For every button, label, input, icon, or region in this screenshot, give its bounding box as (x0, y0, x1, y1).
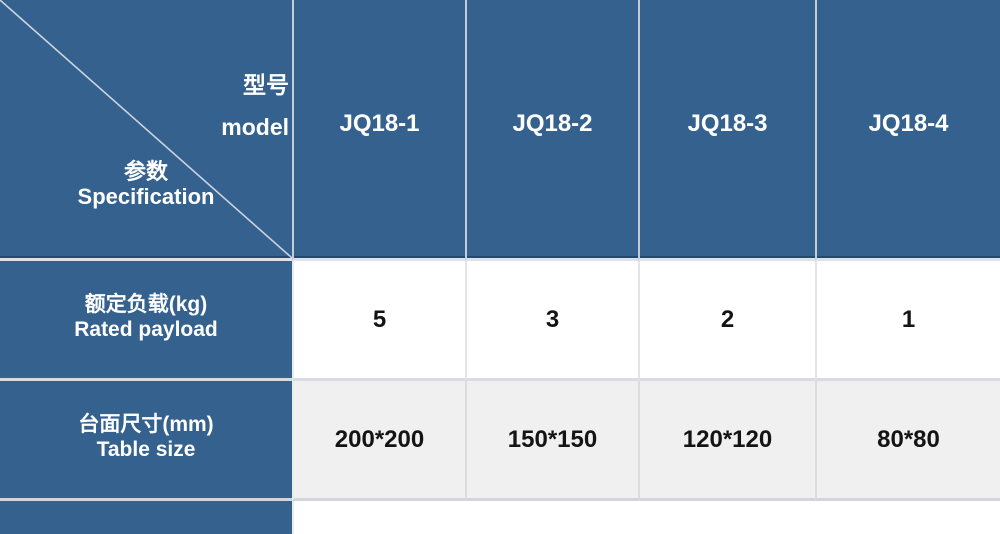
corner-spec-label-zh: 参数 (123, 159, 168, 184)
row-label-rated-payload-zh: 额定负载(kg) (84, 292, 208, 316)
row-label-table-size-zh: 台面尺寸(mm) (78, 412, 214, 436)
cell-rated-payload-jq18-2: 3 (465, 261, 638, 381)
cell-rated-payload-jq18-1: 5 (292, 261, 465, 381)
cell-rated-payload-jq18-3: 2 (638, 261, 815, 381)
column-header-jq18-1: JQ18-1 (292, 0, 465, 261)
cell-table-size-jq18-4: 80*80 (815, 381, 1000, 501)
column-header-jq18-4: JQ18-4 (815, 0, 1000, 261)
row-label-table-size-en: Table size (96, 437, 196, 461)
row-label-rated-payload-en: Rated payload (74, 317, 218, 341)
corner-spec-group: 参数 Specification (0, 159, 292, 209)
cell-table-size-jq18-3: 120*120 (638, 381, 815, 501)
corner-model-label-zh: 型号 (243, 72, 289, 98)
corner-model-group: 型号 model (221, 64, 289, 148)
corner-spec-label-en: Specification (77, 184, 215, 209)
cell-table-size-jq18-2: 150*150 (465, 381, 638, 501)
row-label-rated-payload: 额定负载(kg) Rated payload (0, 261, 292, 381)
partial-row-data-cell (292, 501, 1000, 534)
partial-row-label-cell (0, 501, 292, 534)
column-header-jq18-2: JQ18-2 (465, 0, 638, 261)
corner-header-cell: 型号 model 参数 Specification (0, 0, 292, 261)
cell-rated-payload-jq18-4: 1 (815, 261, 1000, 381)
row-label-table-size: 台面尺寸(mm) Table size (0, 381, 292, 501)
column-header-jq18-3: JQ18-3 (638, 0, 815, 261)
diagonal-divider-line (0, 0, 292, 258)
corner-model-label-en: model (221, 114, 289, 140)
cell-table-size-jq18-1: 200*200 (292, 381, 465, 501)
